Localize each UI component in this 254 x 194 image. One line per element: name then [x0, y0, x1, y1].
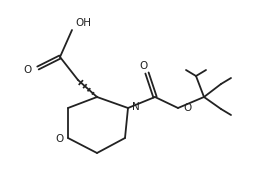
Text: O: O — [140, 61, 148, 71]
Text: O: O — [183, 103, 191, 113]
Text: O: O — [24, 65, 32, 75]
Text: OH: OH — [75, 18, 91, 28]
Text: N: N — [132, 102, 140, 112]
Text: O: O — [56, 134, 64, 144]
